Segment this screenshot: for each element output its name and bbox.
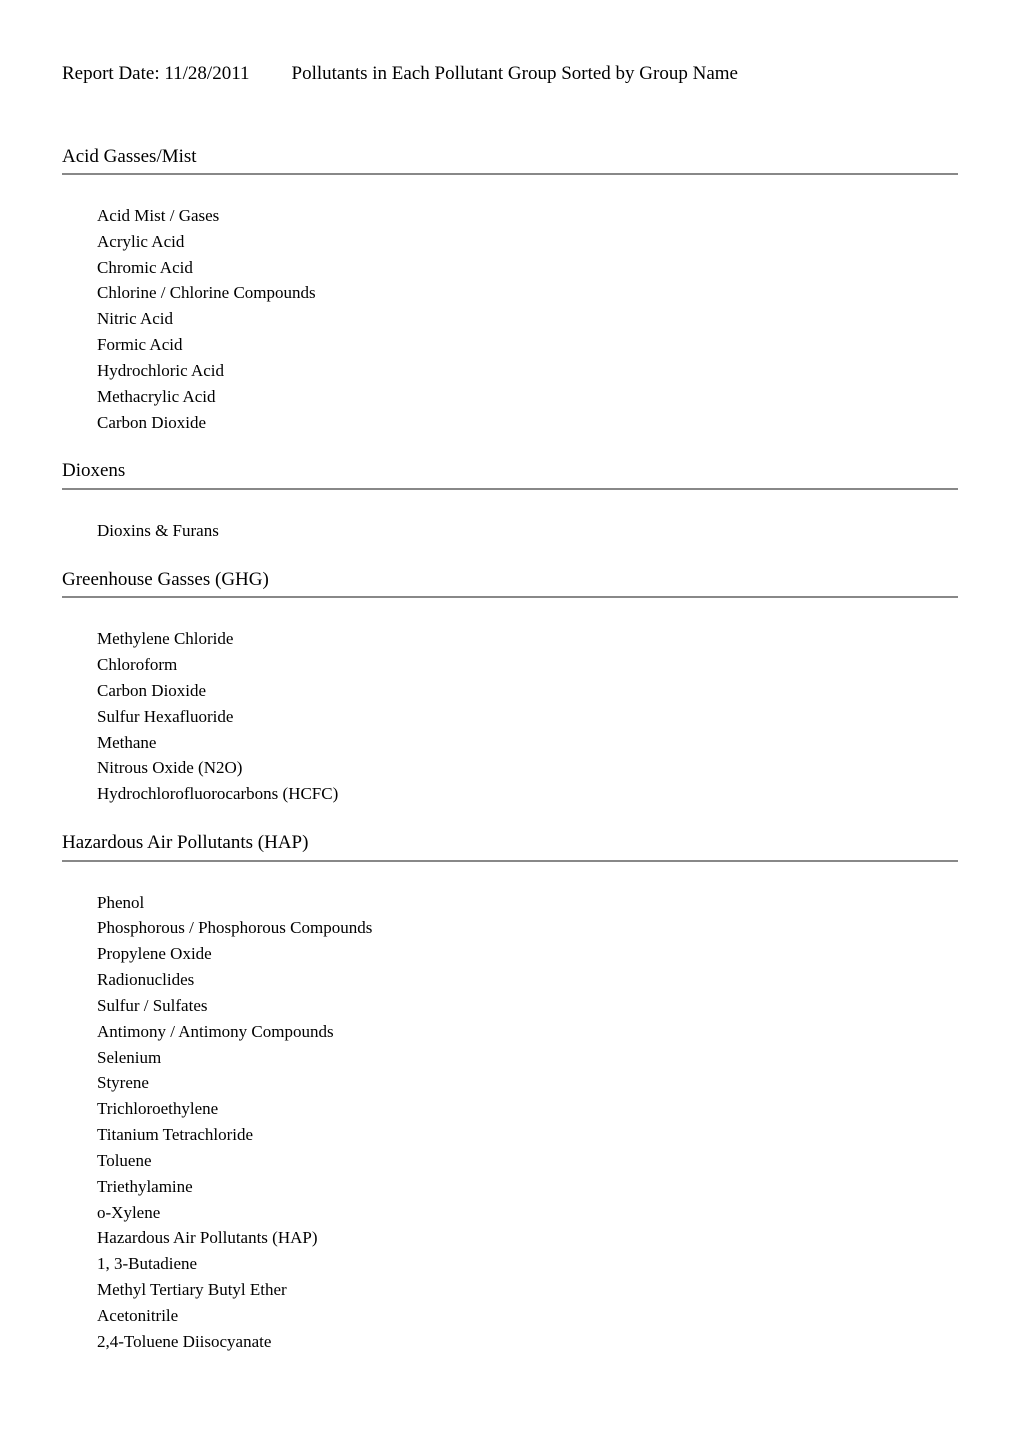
pollutant-list: Methylene ChlorideChloroformCarbon Dioxi… bbox=[62, 626, 958, 807]
pollutant-item: Hydrochlorofluorocarbons (HCFC) bbox=[97, 781, 958, 807]
pollutant-item: Methylene Chloride bbox=[97, 626, 958, 652]
pollutant-item: Triethylamine bbox=[97, 1174, 958, 1200]
group-section: Hazardous Air Pollutants (HAP)PhenolPhos… bbox=[62, 829, 958, 1354]
pollutant-item: Toluene bbox=[97, 1148, 958, 1174]
pollutant-item: Styrene bbox=[97, 1070, 958, 1096]
pollutant-item: Acetonitrile bbox=[97, 1303, 958, 1329]
pollutant-item: Phenol bbox=[97, 890, 958, 916]
pollutant-item: Titanium Tetrachloride bbox=[97, 1122, 958, 1148]
pollutant-list: Dioxins & Furans bbox=[62, 518, 958, 544]
group-section: Greenhouse Gasses (GHG) Methylene Chlorid… bbox=[62, 566, 958, 807]
group-heading: Dioxens bbox=[62, 457, 958, 490]
pollutant-item: Carbon Dioxide bbox=[97, 410, 958, 436]
pollutant-item: Methacrylic Acid bbox=[97, 384, 958, 410]
pollutant-item: 1, 3-Butadiene bbox=[97, 1251, 958, 1277]
pollutant-item: 2,4-Toluene Diisocyanate bbox=[97, 1329, 958, 1355]
pollutant-item: Sulfur Hexafluoride bbox=[97, 704, 958, 730]
report-date: Report Date: 11/28/2011 bbox=[62, 60, 250, 89]
pollutant-item: Methyl Tertiary Butyl Ether bbox=[97, 1277, 958, 1303]
pollutant-item: Chromic Acid bbox=[97, 255, 958, 281]
pollutant-item: Nitric Acid bbox=[97, 306, 958, 332]
pollutant-item: Antimony / Antimony Compounds bbox=[97, 1019, 958, 1045]
pollutant-item: Acrylic Acid bbox=[97, 229, 958, 255]
pollutant-item: Chlorine / Chlorine Compounds bbox=[97, 280, 958, 306]
pollutant-item: Carbon Dioxide bbox=[97, 678, 958, 704]
pollutant-item: Trichloroethylene bbox=[97, 1096, 958, 1122]
group-section: Dioxens Dioxins & Furans bbox=[62, 457, 958, 543]
pollutant-item: Propylene Oxide bbox=[97, 941, 958, 967]
group-heading: Greenhouse Gasses (GHG) bbox=[62, 566, 958, 599]
pollutant-item: Nitrous Oxide (N2O) bbox=[97, 755, 958, 781]
pollutant-item: Hazardous Air Pollutants (HAP) bbox=[97, 1225, 958, 1251]
pollutant-item: Formic Acid bbox=[97, 332, 958, 358]
pollutant-item: o-Xylene bbox=[97, 1200, 958, 1226]
report-title: Pollutants in Each Pollutant Group Sorte… bbox=[292, 60, 738, 89]
pollutant-item: Methane bbox=[97, 730, 958, 756]
group-section: Acid Gasses/Mist Acid Mist / GasesAcrylic… bbox=[62, 143, 958, 436]
pollutant-item: Acid Mist / Gases bbox=[97, 203, 958, 229]
pollutant-list: Acid Mist / GasesAcrylic AcidChromic Aci… bbox=[62, 203, 958, 435]
pollutant-item: Phosphorous / Phosphorous Compounds bbox=[97, 915, 958, 941]
group-heading: Acid Gasses/Mist bbox=[62, 143, 958, 176]
group-heading: Hazardous Air Pollutants (HAP) bbox=[62, 829, 958, 862]
pollutant-list: PhenolPhosphorous / Phosphorous Compound… bbox=[62, 890, 958, 1355]
pollutant-item: Chloroform bbox=[97, 652, 958, 678]
pollutant-item: Dioxins & Furans bbox=[97, 518, 958, 544]
pollutant-item: Hydrochloric Acid bbox=[97, 358, 958, 384]
report-header: Report Date: 11/28/2011 Pollutants in Ea… bbox=[62, 60, 958, 89]
groups-container: Acid Gasses/Mist Acid Mist / GasesAcrylic… bbox=[62, 143, 958, 1355]
pollutant-item: Radionuclides bbox=[97, 967, 958, 993]
pollutant-item: Selenium bbox=[97, 1045, 958, 1071]
pollutant-item: Sulfur / Sulfates bbox=[97, 993, 958, 1019]
